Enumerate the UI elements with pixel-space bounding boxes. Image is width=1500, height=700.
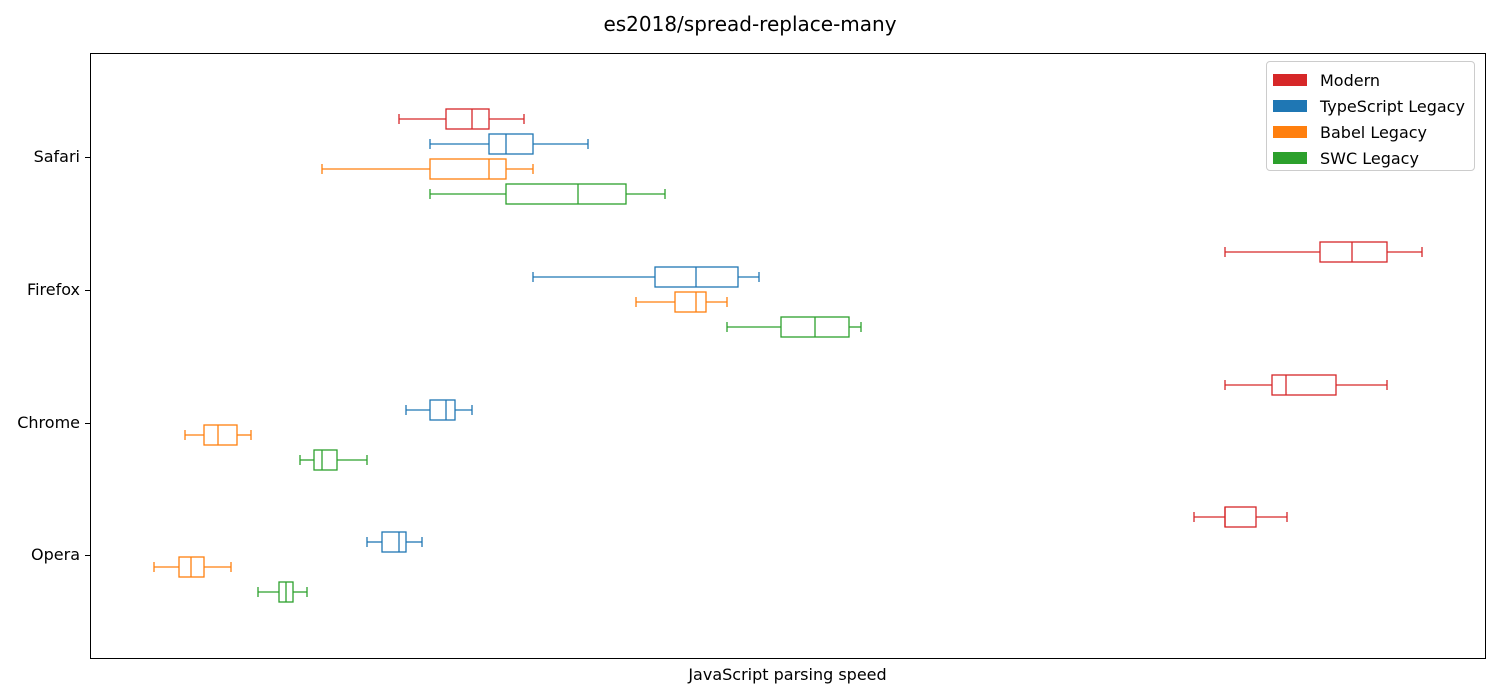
plot-area-frame — [90, 53, 1486, 659]
legend-item-babel-legacy: Babel Legacy — [1273, 119, 1474, 145]
iqr-box-typescript-legacy-safari — [488, 133, 534, 155]
legend-item-swc-legacy: SWC Legacy — [1273, 145, 1474, 171]
legend-label-swc-legacy: SWC Legacy — [1320, 148, 1419, 168]
iqr-box-modern-chrome — [1271, 374, 1337, 396]
iqr-box-modern-opera — [1224, 506, 1257, 528]
box-modern-chrome — [1224, 374, 1388, 396]
iqr-box-babel-legacy-safari — [429, 158, 507, 180]
iqr-box-typescript-legacy-chrome — [429, 399, 456, 421]
iqr-box-modern-safari — [445, 108, 490, 130]
box-modern-safari — [398, 108, 525, 130]
box-typescript-legacy-firefox — [532, 266, 760, 288]
legend-item-typescript-legacy: TypeScript Legacy — [1273, 93, 1474, 119]
box-typescript-legacy-chrome — [405, 399, 473, 421]
legend-swatch-modern — [1273, 74, 1307, 86]
box-modern-opera — [1193, 506, 1288, 528]
box-babel-legacy-chrome — [184, 424, 252, 446]
y-tick-label-chrome: Chrome — [17, 413, 80, 432]
chart-title: es2018/spread-replace-many — [603, 12, 897, 36]
iqr-box-babel-legacy-firefox — [674, 291, 707, 313]
y-tick-label-safari: Safari — [33, 147, 80, 166]
legend-swatch-swc-legacy — [1273, 152, 1307, 164]
box-babel-legacy-firefox — [635, 291, 728, 313]
x-axis-label: JavaScript parsing speed — [688, 665, 887, 684]
box-typescript-legacy-safari — [429, 133, 589, 155]
box-swc-legacy-opera — [257, 581, 308, 603]
iqr-box-typescript-legacy-opera — [381, 531, 407, 553]
legend-label-typescript-legacy: TypeScript Legacy — [1320, 96, 1465, 116]
box-swc-legacy-chrome — [299, 449, 368, 471]
box-swc-legacy-safari — [429, 183, 666, 205]
legend-label-babel-legacy: Babel Legacy — [1320, 122, 1428, 142]
box-modern-firefox — [1224, 241, 1423, 263]
y-tick-label-opera: Opera — [31, 545, 80, 564]
legend-swatch-babel-legacy — [1273, 126, 1307, 138]
box-typescript-legacy-opera — [366, 531, 423, 553]
y-tick-label-firefox: Firefox — [27, 280, 80, 299]
iqr-box-swc-legacy-chrome — [313, 449, 338, 471]
legend-item-modern: Modern — [1273, 67, 1474, 93]
box-babel-legacy-opera — [153, 556, 232, 578]
box-swc-legacy-firefox — [726, 316, 862, 338]
legend-label-modern: Modern — [1320, 70, 1381, 90]
box-babel-legacy-safari — [321, 158, 534, 180]
iqr-box-modern-firefox — [1319, 241, 1388, 263]
boxes-layer — [153, 108, 1423, 603]
iqr-box-swc-legacy-safari — [505, 183, 627, 205]
y-ticks-layer — [85, 157, 90, 556]
iqr-box-babel-legacy-chrome — [203, 424, 238, 446]
legend-swatch-typescript-legacy — [1273, 100, 1307, 112]
legend: Modern TypeScript Legacy Babel Legacy SW… — [1266, 61, 1475, 171]
